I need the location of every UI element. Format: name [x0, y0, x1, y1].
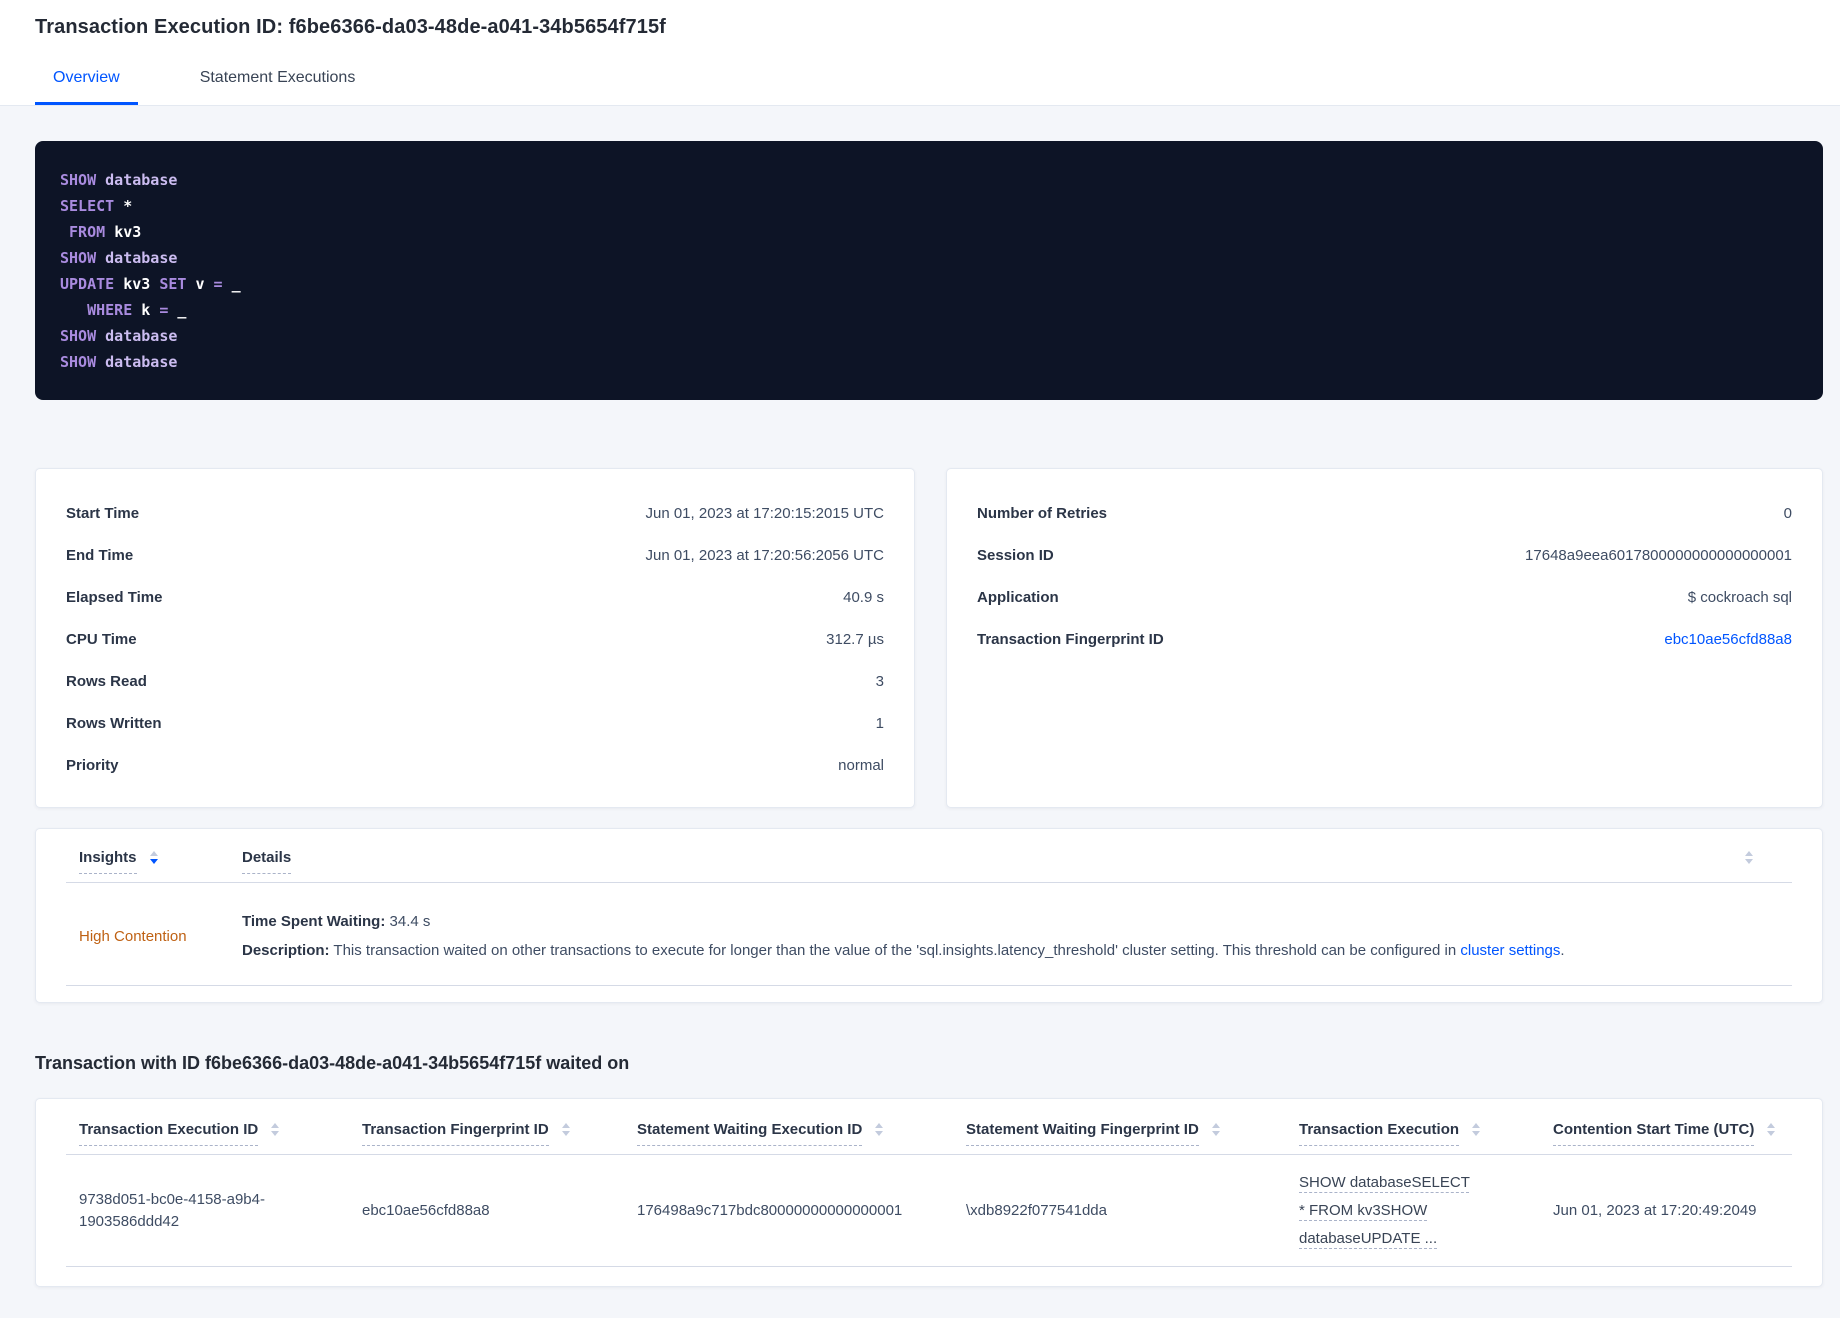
- summary-row-rows-written: Rows Written 1: [66, 702, 884, 744]
- details-header-label[interactable]: Details: [242, 849, 292, 874]
- col-transaction-execution: Transaction Execution: [1286, 1121, 1540, 1146]
- transaction-execution-link[interactable]: SHOW databaseSELECT * FROM kv3SHOW datab…: [1299, 1173, 1470, 1247]
- transaction-fingerprint-id-header[interactable]: Transaction Fingerprint ID: [362, 1121, 549, 1146]
- application-value: $ cockroach sql: [1687, 588, 1792, 606]
- tab-statement-executions[interactable]: Statement Executions: [199, 69, 356, 86]
- summary-row-end-time: End Time Jun 01, 2023 at 17:20:56:2056 U…: [66, 534, 884, 576]
- session-id-label: Session ID: [977, 546, 1054, 564]
- description-line: Description: This transaction waited on …: [242, 936, 1732, 965]
- cluster-settings-link[interactable]: cluster settings: [1460, 942, 1561, 959]
- col-statement-waiting-execution-id: Statement Waiting Execution ID: [624, 1121, 953, 1146]
- summary-row-start-time: Start Time Jun 01, 2023 at 17:20:15:2015…: [66, 492, 884, 534]
- summary-row-application: Application $ cockroach sql: [977, 576, 1792, 618]
- summary-card-left: Start Time Jun 01, 2023 at 17:20:15:2015…: [35, 468, 915, 808]
- insights-column-header: Insights: [66, 849, 229, 874]
- sort-icon[interactable]: [149, 851, 158, 865]
- page-title: Transaction Execution ID: f6be6366-da03-…: [35, 16, 666, 38]
- session-id-value: 17648a9eea6017800000000000000001: [1525, 546, 1792, 564]
- priority-value: normal: [838, 756, 884, 774]
- cpu-time-label: CPU Time: [66, 630, 137, 648]
- elapsed-time-label: Elapsed Time: [66, 588, 163, 606]
- insights-table-header: Insights Details: [66, 849, 1792, 883]
- time-spent-waiting-line: Time Spent Waiting: 34.4 s: [242, 907, 1732, 936]
- sort-icon[interactable]: [875, 1123, 884, 1137]
- cell-statement-waiting-fingerprint-id: \xdb8922f077541dda: [966, 1201, 1107, 1219]
- rows-written-label: Rows Written: [66, 714, 162, 732]
- insights-table: Insights Details High Contention Time Sp…: [35, 828, 1823, 1003]
- sort-icon[interactable]: [271, 1123, 280, 1137]
- end-time-value: Jun 01, 2023 at 17:20:56:2056 UTC: [645, 546, 884, 564]
- col-transaction-fingerprint-id: Transaction Fingerprint ID: [349, 1121, 624, 1146]
- priority-label: Priority: [66, 756, 119, 774]
- application-label: Application: [977, 588, 1059, 606]
- description-label: Description:: [242, 942, 330, 959]
- insight-details: Time Spent Waiting: 34.4 s Description: …: [229, 907, 1732, 965]
- elapsed-time-value: 40.9 s: [843, 588, 884, 606]
- insight-row: High Contention Time Spent Waiting: 34.4…: [66, 883, 1792, 986]
- summary-row-retries: Number of Retries 0: [977, 492, 1792, 534]
- sort-icon[interactable]: [1767, 1123, 1776, 1137]
- summary-cards-row: Start Time Jun 01, 2023 at 17:20:15:2015…: [35, 468, 1823, 808]
- retries-value: 0: [1783, 504, 1792, 522]
- extra-column-header: [1732, 849, 1792, 867]
- waited-on-table-header: Transaction Execution ID Transaction Fin…: [66, 1121, 1792, 1155]
- waited-on-table: Transaction Execution ID Transaction Fin…: [35, 1098, 1823, 1287]
- description-period: .: [1560, 942, 1565, 959]
- rows-read-value: 3: [875, 672, 884, 690]
- insight-type-badge: High Contention: [79, 927, 187, 945]
- rows-read-label: Rows Read: [66, 672, 147, 690]
- summary-row-session-id: Session ID 17648a9eea6017800000000000000…: [977, 534, 1792, 576]
- contention-start-time-header[interactable]: Contention Start Time (UTC): [1553, 1121, 1755, 1146]
- details-column-header: Details: [229, 849, 1732, 874]
- txn-fingerprint-link[interactable]: ebc10ae56cfd88a8: [1664, 630, 1792, 648]
- summary-row-priority: Priority normal: [66, 744, 884, 786]
- waited-on-row: 9738d051-bc0e-4158-a9b4-1903586ddd42 ebc…: [66, 1155, 1792, 1267]
- summary-card-right: Number of Retries 0 Session ID 17648a9ee…: [946, 468, 1823, 808]
- tab-bar: Overview Statement Executions: [35, 69, 1805, 105]
- time-spent-waiting-value: 34.4 s: [385, 913, 431, 930]
- tab-overview[interactable]: Overview: [35, 69, 138, 105]
- summary-row-cpu-time: CPU Time 312.7 µs: [66, 618, 884, 660]
- sort-icon[interactable]: [1472, 1123, 1481, 1137]
- cell-transaction-execution: SHOW databaseSELECT * FROM kv3SHOW datab…: [1286, 1169, 1540, 1253]
- insights-header-label[interactable]: Insights: [79, 849, 137, 874]
- start-time-value: Jun 01, 2023 at 17:20:15:2015 UTC: [645, 504, 884, 522]
- summary-row-txn-fingerprint: Transaction Fingerprint ID ebc10ae56cfd8…: [977, 618, 1792, 660]
- transaction-execution-id-header[interactable]: Transaction Execution ID: [79, 1121, 259, 1146]
- col-statement-waiting-fingerprint-id: Statement Waiting Fingerprint ID: [953, 1121, 1286, 1146]
- sort-icon[interactable]: [1211, 1123, 1220, 1137]
- retries-label: Number of Retries: [977, 504, 1108, 522]
- cell-contention-start-time: Jun 01, 2023 at 17:20:49:2049: [1553, 1201, 1757, 1219]
- cell-transaction-fingerprint-id: ebc10ae56cfd88a8: [362, 1201, 490, 1219]
- summary-row-elapsed-time: Elapsed Time 40.9 s: [66, 576, 884, 618]
- page-header: Transaction Execution ID: f6be6366-da03-…: [0, 0, 1840, 106]
- transaction-execution-header[interactable]: Transaction Execution: [1299, 1121, 1460, 1146]
- summary-row-rows-read: Rows Read 3: [66, 660, 884, 702]
- cpu-time-value: 312.7 µs: [826, 630, 884, 648]
- cell-transaction-execution-id: 9738d051-bc0e-4158-a9b4-1903586ddd42: [79, 1190, 265, 1230]
- cell-statement-waiting-execution-id: 176498a9c717bdc80000000000000001: [637, 1201, 903, 1219]
- start-time-label: Start Time: [66, 504, 140, 522]
- txn-fingerprint-label: Transaction Fingerprint ID: [977, 630, 1164, 648]
- col-transaction-execution-id: Transaction Execution ID: [66, 1121, 349, 1146]
- sort-icon[interactable]: [561, 1123, 570, 1137]
- statement-waiting-execution-id-header[interactable]: Statement Waiting Execution ID: [637, 1121, 863, 1146]
- waited-on-heading: Transaction with ID f6be6366-da03-48de-a…: [35, 1053, 630, 1073]
- end-time-label: End Time: [66, 546, 134, 564]
- statement-waiting-fingerprint-id-header[interactable]: Statement Waiting Fingerprint ID: [966, 1121, 1199, 1146]
- description-text: This transaction waited on other transac…: [329, 942, 1461, 959]
- sql-code-block: SHOW database SELECT * FROM kv3 SHOW datab…: [35, 141, 1823, 400]
- main-content: SHOW database SELECT * FROM kv3 SHOW datab…: [0, 141, 1840, 1287]
- col-contention-start-time: Contention Start Time (UTC): [1540, 1121, 1794, 1146]
- time-spent-waiting-label: Time Spent Waiting:: [242, 913, 386, 930]
- rows-written-value: 1: [875, 714, 884, 732]
- sort-icon[interactable]: [1745, 851, 1753, 865]
